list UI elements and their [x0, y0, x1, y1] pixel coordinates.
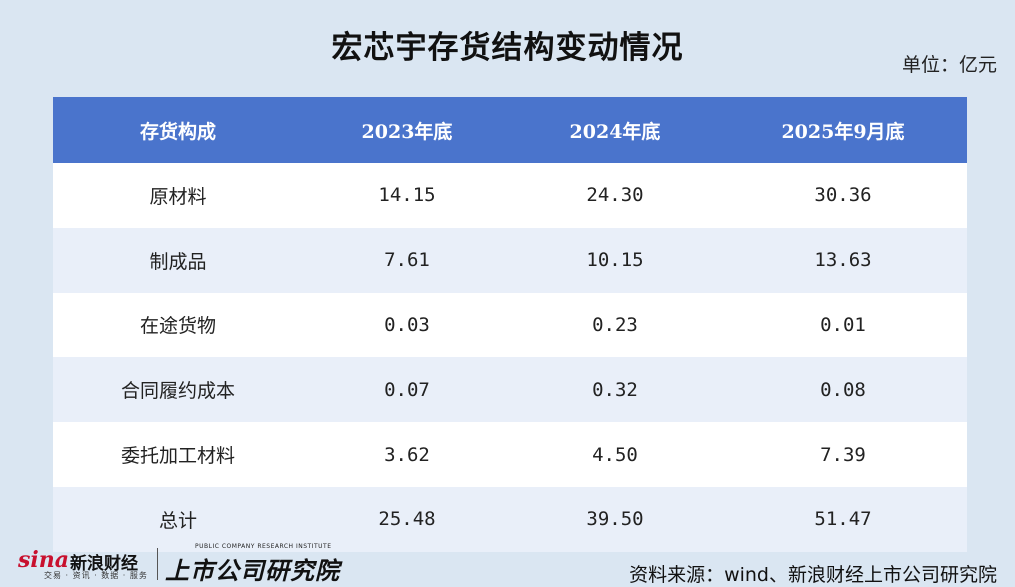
- row-label: 原材料: [53, 163, 303, 228]
- row-label: 合同履约成本: [53, 357, 303, 423]
- table-cell: 7.61: [303, 227, 511, 293]
- table-cell: 0.07: [303, 357, 511, 423]
- table-cell: 13.63: [719, 227, 967, 293]
- row-label: 委托加工材料: [53, 422, 303, 487]
- page-title: 宏芯宇存货结构变动情况: [331, 30, 684, 66]
- table-row: 在途货物 0.03 0.23 0.01: [53, 292, 967, 358]
- table-cell: 0.32: [511, 357, 719, 423]
- column-header: 2024年底: [511, 97, 719, 163]
- sina-logo-mark: sina: [18, 547, 69, 573]
- table-row-total: 总计 25.48 39.50 51.47: [53, 486, 967, 552]
- column-header: 2025年9月底: [719, 97, 967, 163]
- row-label: 在途货物: [53, 292, 303, 358]
- column-header: 2023年底: [303, 97, 511, 163]
- table-cell: 51.47: [719, 486, 967, 552]
- institute-logo: PUBLIC COMPANY RESEARCH INSTITUTE 上市公司研究…: [165, 543, 345, 585]
- table-cell: 39.50: [511, 486, 719, 552]
- sina-finance-logo: sina 新浪财经 交易 · 资讯 · 数据 · 服务: [18, 545, 158, 581]
- row-label: 总计: [53, 486, 303, 552]
- table-cell: 25.48: [303, 486, 511, 552]
- inventory-table: 存货构成 2023年底 2024年底 2025年9月底 原材料 14.15 24…: [53, 97, 967, 552]
- sina-logo-tagline: 交易 · 资讯 · 数据 · 服务: [44, 571, 148, 580]
- table-row: 原材料 14.15 24.30 30.36: [53, 163, 967, 228]
- table-header-row: 存货构成 2023年底 2024年底 2025年9月底: [53, 97, 967, 163]
- sina-logo-name: 新浪财经: [70, 554, 138, 574]
- table-cell: 4.50: [511, 422, 719, 487]
- table-cell: 0.08: [719, 357, 967, 423]
- table-row: 制成品 7.61 10.15 13.63: [53, 227, 967, 293]
- source-note: 资料来源：wind、新浪财经上市公司研究院: [629, 564, 997, 586]
- table-cell: 10.15: [511, 227, 719, 293]
- row-label: 制成品: [53, 227, 303, 293]
- table-cell: 14.15: [303, 163, 511, 228]
- table-cell: 3.62: [303, 422, 511, 487]
- table-cell: 30.36: [719, 163, 967, 228]
- table-row: 合同履约成本 0.07 0.32 0.08: [53, 357, 967, 423]
- table-cell: 0.01: [719, 292, 967, 358]
- table-cell: 7.39: [719, 422, 967, 487]
- logo-divider: [157, 548, 158, 580]
- table-cell: 24.30: [511, 163, 719, 228]
- table-row: 委托加工材料 3.62 4.50 7.39: [53, 422, 967, 487]
- table-cell: 0.23: [511, 292, 719, 358]
- unit-label: 单位：亿元: [901, 54, 997, 76]
- institute-logo-name: 上市公司研究院: [165, 557, 340, 585]
- institute-logo-english: PUBLIC COMPANY RESEARCH INSTITUTE: [195, 543, 332, 550]
- table-cell: 0.03: [303, 292, 511, 358]
- column-header: 存货构成: [53, 97, 303, 163]
